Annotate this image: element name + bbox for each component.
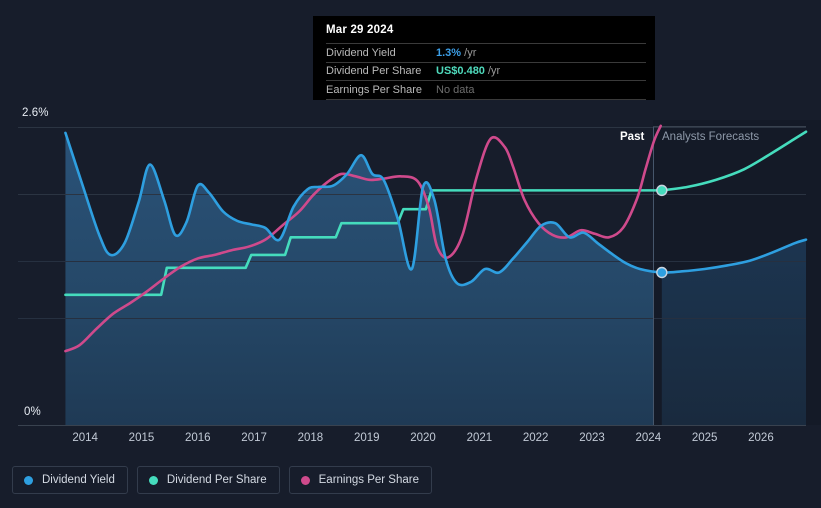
x-axis-tick-label: 2014 <box>72 432 98 444</box>
x-axis-tick-label: 2026 <box>748 432 774 444</box>
forecast-period-label: Analysts Forecasts <box>662 131 760 143</box>
series-endpoint-marker <box>656 184 668 197</box>
tooltip-value-unit: /yr <box>461 46 477 59</box>
y-axis-label-max: 2.6% <box>22 107 49 119</box>
x-axis-tick-label: 2023 <box>579 432 605 444</box>
x-axis-tick-label: 2019 <box>353 432 380 444</box>
dividend-per-share-line <box>64 130 808 297</box>
legend-color-dot-icon <box>300 475 310 485</box>
tooltip-date: Mar 29 2024 <box>326 24 394 36</box>
tooltip-row: Earnings Per Share No data <box>326 80 646 100</box>
legend-color-dot-icon <box>24 475 33 485</box>
tooltip-rows: Dividend Yield 1.3% /yr Dividend Per Share… <box>313 43 655 100</box>
legend-item[interactable]: Earnings Per Share <box>288 466 432 494</box>
x-axis-tick-label: 2021 <box>466 432 493 444</box>
x-axis-tick-label: 2017 <box>241 432 267 444</box>
tooltip-value-unit: /yr <box>484 65 501 78</box>
chart-legend: Dividend Yield Dividend Per Share Earnings… <box>12 466 432 494</box>
tooltip-value-number: 1.3% <box>436 46 462 59</box>
legend-item-label: Dividend Yield <box>42 474 115 486</box>
past-period-label: Past <box>620 131 645 143</box>
y-axis-label-min: 0% <box>24 406 41 418</box>
legend-item[interactable]: Dividend Per Share <box>136 466 280 494</box>
gridlines <box>18 127 806 319</box>
earnings-per-share-line <box>64 124 663 353</box>
hover-tooltip: Mar 29 2024 Dividend Yield 1.3% /yr Divide… <box>313 16 655 100</box>
x-axis-tick-label: 2018 <box>297 432 324 444</box>
dividend-yield-line <box>64 131 808 287</box>
tooltip-row: Dividend Yield 1.3% /yr <box>326 43 646 62</box>
tooltip-row: Dividend Per Share US$0.480 /yr <box>326 61 646 81</box>
series-endpoint-marker <box>656 266 668 279</box>
x-axis-tick-label: 2020 <box>410 432 436 444</box>
x-axis-tick-label: 2016 <box>184 432 211 444</box>
tooltip-value-number: US$0.480 <box>436 65 485 78</box>
tooltip-row-value: US$0.480 /yr <box>436 65 500 77</box>
legend-item-label: Dividend Per Share <box>166 474 267 486</box>
dividend-yield-area <box>65 132 806 425</box>
current-value-markers <box>656 184 668 279</box>
tooltip-row-value: No data <box>436 83 475 96</box>
tooltip-row-label: Earnings Per Share <box>326 83 422 96</box>
legend-item-label: Earnings Per Share <box>318 474 419 486</box>
tooltip-row-label: Dividend Yield <box>326 46 396 59</box>
x-axis-tick-label: 2025 <box>691 432 718 444</box>
tooltip-row-label: Dividend Per Share <box>326 65 422 78</box>
x-axis-tick-label: 2015 <box>128 432 155 444</box>
tooltip-row-value: 1.3% /yr <box>436 47 476 59</box>
legend-item[interactable]: Dividend Yield <box>12 466 128 494</box>
x-axis-tick-label: 2022 <box>522 432 549 444</box>
legend-color-dot-icon <box>148 475 158 485</box>
x-axis-tick-label: 2024 <box>635 432 662 444</box>
